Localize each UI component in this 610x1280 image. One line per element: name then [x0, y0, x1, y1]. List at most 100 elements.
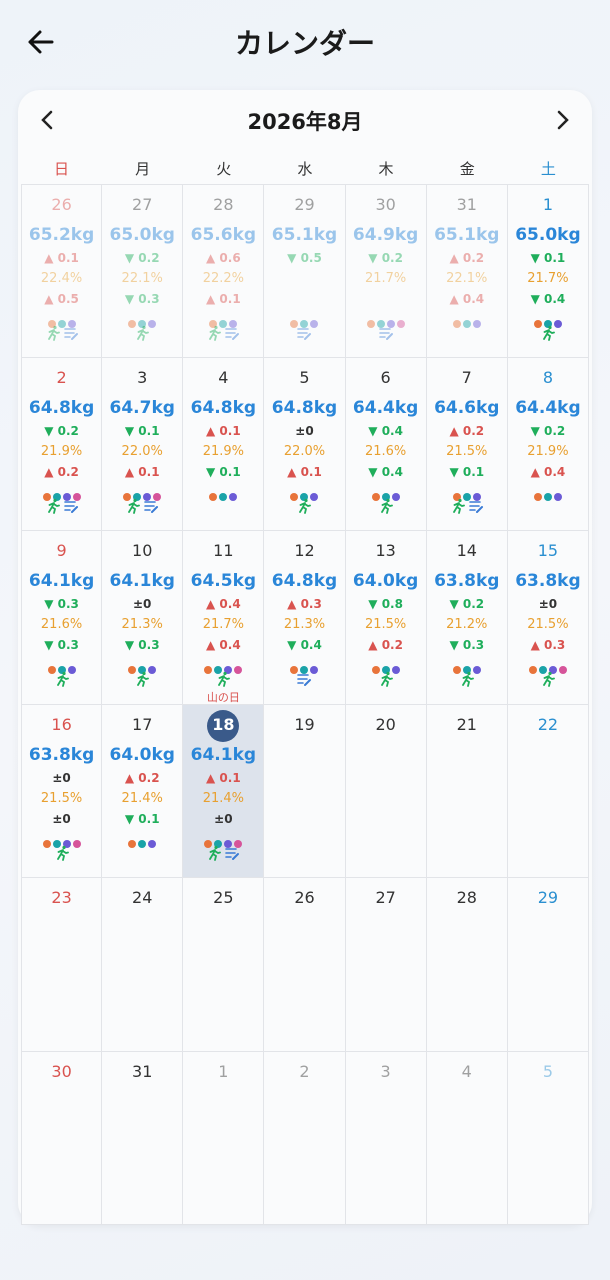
- day-number: 17: [132, 714, 153, 734]
- weight: 65.1kg: [271, 225, 338, 245]
- weight: 64.1kg: [109, 571, 175, 591]
- fat-change: ▼ 0.3: [44, 638, 79, 652]
- next-month[interactable]: [554, 108, 572, 132]
- run-icon: [380, 498, 393, 514]
- day-cell[interactable]: 1: [183, 1051, 265, 1225]
- weight-change: ▼ 0.2: [530, 423, 566, 438]
- fat-change: ▼ 0.4: [287, 638, 322, 652]
- dot: [538, 666, 547, 674]
- day-cell[interactable]: 2 64.8kg ▼ 0.2 21.9% ▲ 0.2: [21, 357, 103, 531]
- dot: [209, 320, 218, 328]
- day-cell[interactable]: 7 64.6kg ▲ 0.2 21.5% ▼ 0.1: [426, 357, 508, 531]
- day-cell[interactable]: 1 65.0kg ▼ 0.1 21.7% ▼ 0.4: [507, 184, 589, 358]
- day-cell[interactable]: 25: [183, 878, 265, 1052]
- day-number: 1: [542, 195, 553, 214]
- dot: [123, 492, 132, 501]
- run-icon: [380, 671, 393, 687]
- run-icon: [47, 325, 60, 341]
- day-cell[interactable]: 2: [264, 1051, 346, 1225]
- day-cell[interactable]: 24: [102, 878, 184, 1052]
- dot: [381, 666, 390, 674]
- body-fat: 21.7%: [202, 617, 244, 632]
- dot: [219, 320, 228, 328]
- weight: 64.5kg: [190, 571, 257, 591]
- day-cell[interactable]: 18 64.1kg ▲ 0.1 21.4% ±0: [183, 704, 265, 878]
- day-cell[interactable]: 3 64.7kg ▼ 0.1 22.0% ▲ 0.1: [102, 357, 184, 531]
- day-cell[interactable]: 30 64.9kg ▼ 0.2 21.7%: [345, 184, 427, 358]
- dot: [310, 666, 319, 674]
- day-cell[interactable]: 8 64.4kg ▼ 0.2 21.9% ▲ 0.4: [507, 357, 589, 531]
- dot: [72, 839, 81, 848]
- dot: [553, 492, 562, 501]
- body-fat: 21.5%: [446, 443, 488, 459]
- day-cell[interactable]: 20: [345, 704, 427, 878]
- prev-month[interactable]: [38, 108, 56, 132]
- day-cell[interactable]: 13 64.0kg ▼ 0.8 21.5% ▲ 0.2: [345, 531, 427, 705]
- run-icon: [137, 671, 150, 687]
- weight-change: ▼ 0.4: [368, 423, 403, 438]
- dot: [452, 492, 461, 501]
- weight-change: ▲ 0.2: [449, 423, 485, 438]
- dot: [214, 839, 223, 848]
- dot: [42, 492, 51, 501]
- day-cell[interactable]: 16 63.8kg ±0 21.5% ±0: [21, 704, 103, 878]
- body-fat: 21.6%: [364, 443, 407, 459]
- day-cell[interactable]: 26 65.2kg ▲ 0.1 22.4% ▲ 0.5: [21, 184, 103, 358]
- weight-change: ▲ 0.2: [449, 251, 485, 265]
- fat-change: ▼ 0.3: [124, 638, 160, 652]
- dot-row: [22, 486, 101, 501]
- day-cell[interactable]: 5 64.8kg ±0 22.0% ▲ 0.1: [264, 357, 346, 531]
- dot: [553, 320, 562, 328]
- day-cell[interactable]: 31: [102, 1051, 184, 1225]
- day-cell[interactable]: 19: [264, 704, 346, 878]
- day-cell[interactable]: 30: [21, 1051, 103, 1225]
- day-cell[interactable]: 5: [507, 1051, 589, 1225]
- dot-row: [183, 659, 263, 674]
- weight: 65.2kg: [28, 225, 95, 245]
- dot-row: [183, 833, 263, 848]
- day-cell[interactable]: 4 64.8kg ▲ 0.1 21.9% ▼ 0.1: [183, 357, 265, 531]
- weight-change: ▼ 0.1: [124, 423, 160, 438]
- back-button[interactable]: [26, 28, 56, 56]
- day-cell[interactable]: 27: [345, 878, 427, 1052]
- icon-row: [102, 671, 182, 687]
- day-cell[interactable]: 4: [426, 1051, 508, 1225]
- day-cell[interactable]: 29 65.1kg ▼ 0.5: [264, 184, 346, 358]
- run-icon: [137, 325, 150, 341]
- day-cell[interactable]: 27 65.0kg ▼ 0.2 22.1% ▼ 0.3: [102, 184, 184, 358]
- day-cell[interactable]: 21: [426, 704, 508, 878]
- day-number: 22: [537, 714, 559, 734]
- day-cell[interactable]: 28: [426, 878, 508, 1052]
- dot: [229, 492, 238, 501]
- day-cell[interactable]: 17 64.0kg ▲ 0.2 21.4% ▼ 0.1: [102, 704, 184, 878]
- day-cell[interactable]: 12 64.8kg ▲ 0.3 21.3% ▼ 0.4: [264, 531, 346, 705]
- dot-row: [427, 486, 507, 501]
- day-cell[interactable]: 3: [345, 1051, 427, 1225]
- day-cell[interactable]: 22: [507, 704, 589, 878]
- dot: [57, 666, 66, 674]
- icon-row: [346, 498, 426, 514]
- day-cell[interactable]: 11 64.5kg ▲ 0.4 21.7% ▲ 0.4 山の日: [183, 531, 265, 705]
- day-cell[interactable]: 31 65.1kg ▲ 0.2 22.1% ▲ 0.4: [426, 184, 508, 358]
- day-cell[interactable]: 23: [21, 878, 103, 1052]
- day-number: 28: [213, 195, 234, 214]
- day-cell[interactable]: 9 64.1kg ▼ 0.3 21.6% ▼ 0.3: [21, 531, 103, 705]
- day-cell[interactable]: 29: [507, 878, 589, 1052]
- day-number: 3: [380, 1061, 391, 1081]
- dot-row: [102, 313, 182, 328]
- day-cell[interactable]: 26: [264, 878, 346, 1052]
- dot: [204, 839, 213, 848]
- fat-change: ▼ 0.3: [449, 638, 485, 652]
- day-cell[interactable]: 28 65.6kg ▲ 0.6 22.2% ▲ 0.1: [183, 184, 265, 358]
- dot-row: [264, 486, 344, 501]
- day-cell[interactable]: 14 63.8kg ▼ 0.2 21.2% ▼ 0.3: [426, 531, 508, 705]
- dot-row: [346, 659, 426, 674]
- dot-row: [102, 486, 182, 501]
- day-cell[interactable]: 6 64.4kg ▼ 0.4 21.6% ▼ 0.4: [345, 357, 427, 531]
- day-cell[interactable]: 10 64.1kg ±0 21.3% ▼ 0.3: [102, 531, 184, 705]
- dot: [42, 839, 51, 848]
- day-cell[interactable]: 15 63.8kg ±0 21.5% ▲ 0.3: [507, 531, 589, 705]
- memo-icon: [225, 847, 240, 860]
- dot-row: [183, 313, 263, 328]
